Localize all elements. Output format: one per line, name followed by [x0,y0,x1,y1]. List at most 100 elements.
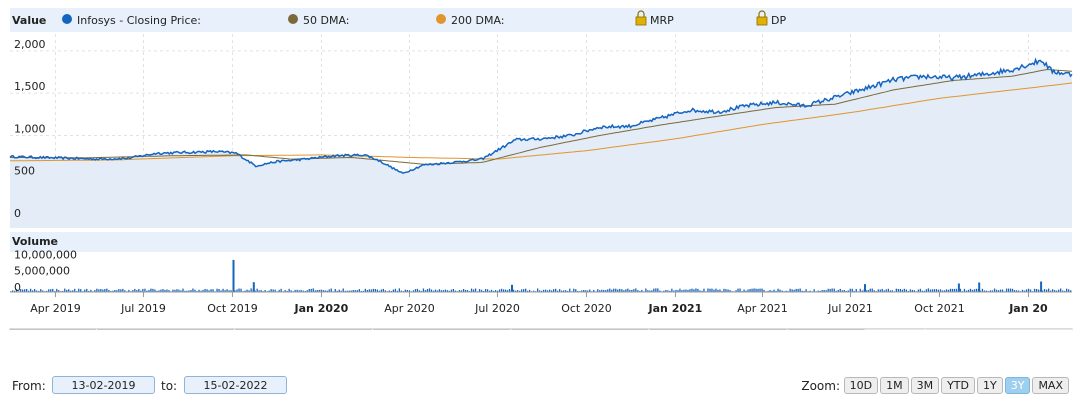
volume-bar [478,289,481,292]
navigator[interactable]: Jan 2008Jan 2010Jan 2012Jan 2014Jan 2016… [9,328,1074,368]
volume-bar [941,290,944,292]
volume-bar [436,290,439,292]
volume-bar [190,290,192,292]
volume-bar [460,290,463,292]
zoom-button-10d[interactable]: 10D [843,377,879,394]
volume-bar [873,290,875,292]
volume-bar [228,290,230,292]
volume-bar [565,290,567,292]
volume-bar [1050,290,1052,292]
volume-bar [454,290,457,292]
volume-bar [474,288,477,292]
volume-bar [637,290,639,292]
zoom-button-1m[interactable]: 1M [880,377,909,394]
volume-bar [378,290,380,292]
volume-bar [434,289,437,292]
volume-bar [128,289,130,292]
volume-bar [334,289,336,292]
volume-bar [771,290,773,292]
volume-bar [250,288,252,292]
volume-bar [414,289,417,292]
volume-bar [871,288,873,292]
volume-bar [512,289,515,292]
volume-bar [346,290,348,292]
volume-bar [158,290,160,292]
volume-bar [735,290,737,292]
volume-bar [1007,288,1010,292]
volume-bar [396,290,398,292]
volume-bar [1046,289,1048,292]
volume-bar [617,289,619,292]
volume-bar [16,288,18,292]
volume-bar [176,289,178,292]
volume-bar [100,289,102,292]
volume-bar [90,289,92,292]
volume-bar [30,288,32,292]
volume-bar [919,288,921,292]
volume-bar [352,290,354,292]
y-tick-label: 500 [14,165,35,178]
volume-tick-label: 10,000,000 [14,248,77,261]
volume-bar [629,289,631,292]
volume-bar [575,289,577,292]
volume-bar [933,289,935,292]
volume-bar [182,288,184,292]
volume-bar [108,290,110,292]
volume-bar [547,290,549,292]
volume-bar [943,290,946,292]
volume-bar [224,290,226,292]
volume-bar [220,290,222,292]
volume-bar [905,289,907,292]
volume-bar [234,290,236,292]
volume-bar [891,290,893,292]
volume-bar [859,288,861,292]
zoom-label: Zoom: [801,379,840,393]
volume-bar [1011,288,1014,292]
zoom-button-ytd[interactable]: YTD [941,377,975,394]
volume-bar [412,290,415,292]
volume-bar [114,290,116,292]
volume-bar [675,289,677,292]
price-line[interactable] [9,57,1073,175]
volume-bar [230,290,232,292]
volume-bar [74,288,76,292]
price-legend-label[interactable]: Infosys - Closing Price: [77,14,201,27]
mrp-legend-label[interactable]: MRP [650,14,674,27]
dma50-legend-label[interactable]: 50 DMA: [303,14,350,27]
volume-bar [777,288,779,292]
volume-bar [1009,288,1012,292]
volume-bar [238,288,240,292]
stock-chart[interactable]: Value Infosys - Closing Price: 50 DMA: 2… [0,0,1082,368]
volume-bar [188,290,190,292]
volume-bar [490,289,493,292]
volume-bar [865,290,867,292]
volume-bar [96,288,98,292]
volume-bar [819,290,821,292]
volume-bar [923,290,925,292]
volume-bar [1033,288,1036,292]
dma200-legend-label[interactable]: 200 DMA: [451,14,505,27]
volume-bar [955,288,958,292]
volume-bar [879,289,881,292]
volume-bar [983,290,986,292]
zoom-button-max[interactable]: MAX [1032,377,1069,394]
volume-bar [192,288,194,292]
from-date-input[interactable] [52,376,155,394]
volume-bar [553,289,555,292]
dp-legend-label[interactable]: DP [771,14,786,27]
zoom-button-3y[interactable]: 3Y [1004,377,1031,394]
zoom-button-3m[interactable]: 3M [910,377,940,394]
volume-bar [515,290,517,292]
zoom-button-1y[interactable]: 1Y [977,377,1003,394]
to-label: to: [161,379,178,393]
volume-bar [671,288,673,292]
volume-bar [174,289,176,292]
volume-bar [342,288,344,292]
chart-svg[interactable]: Value Infosys - Closing Price: 50 DMA: 2… [0,0,1082,368]
volume-bar [472,289,475,292]
volume-bar [921,290,923,292]
volume-bar [1029,289,1032,292]
to-date-input[interactable] [184,376,287,394]
volume-bar [492,290,495,292]
volume-bar [1021,289,1024,292]
